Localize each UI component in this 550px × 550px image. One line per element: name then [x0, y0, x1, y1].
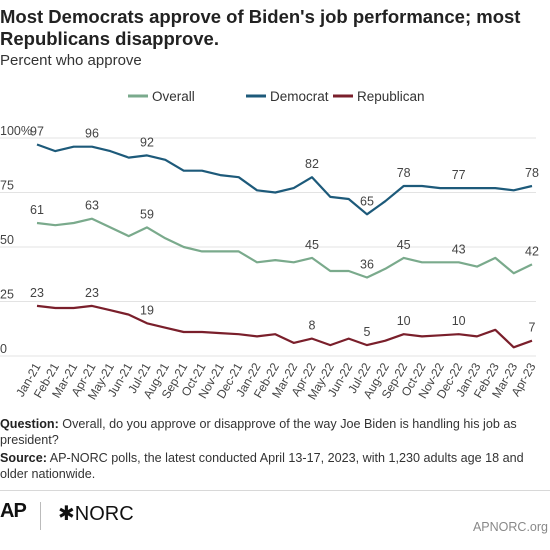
y-tick-label: 100% — [0, 124, 32, 138]
data-label-overall: 63 — [85, 199, 99, 213]
series-line-overall — [36, 217, 533, 279]
data-label-overall: 61 — [30, 203, 44, 217]
data-label-democrat: 78 — [397, 166, 411, 180]
footer-divider — [0, 490, 550, 491]
data-label-republican: 5 — [364, 325, 371, 339]
data-label-democrat: 78 — [525, 166, 539, 180]
chart-title: Most Democrats approve of Biden's job pe… — [0, 6, 521, 49]
question-label: Question: — [0, 417, 59, 431]
data-labels: 61 63 59 45 36 45 43 42 97 96 92 82 65 78 77 78 23 23 19 8 5… — [30, 125, 539, 340]
series-lines — [36, 143, 533, 349]
source-note: Source: AP-NORC polls, the latest conduc… — [0, 450, 540, 482]
data-label-republican: 19 — [140, 303, 154, 317]
data-label-overall: 43 — [452, 242, 466, 256]
question-text: Overall, do you approve or disapprove of… — [0, 417, 517, 447]
question-note: Question: Overall, do you approve or dis… — [0, 416, 540, 448]
source-label: Source: — [0, 451, 47, 465]
data-label-republican: 10 — [397, 314, 411, 328]
data-label-overall: 45 — [397, 238, 411, 252]
legend-label-republican: Republican — [357, 89, 425, 104]
data-label-overall: 45 — [305, 238, 319, 252]
data-label-overall: 42 — [525, 244, 539, 258]
data-label-republican: 8 — [309, 319, 316, 333]
site-link[interactable]: APNORC.org — [472, 520, 548, 534]
data-label-republican: 7 — [529, 321, 536, 335]
source-text: AP-NORC polls, the latest conducted Apri… — [0, 451, 524, 481]
data-label-overall: 36 — [360, 258, 374, 272]
y-axis: 0 25 50 75 100% — [0, 124, 32, 356]
data-label-democrat: 65 — [360, 194, 374, 208]
data-label-democrat: 77 — [452, 168, 466, 182]
x-axis: Jan-21Feb-21Mar-21Apr-21May-21Jun-21Jul-… — [13, 360, 539, 402]
y-tick-label: 50 — [0, 233, 14, 247]
data-label-republican: 23 — [85, 286, 99, 300]
legend-label-overall: Overall — [152, 89, 195, 104]
data-label-republican: 10 — [452, 314, 466, 328]
y-tick-label: 75 — [0, 179, 14, 193]
data-label-democrat: 82 — [305, 157, 319, 171]
y-tick-label: 25 — [0, 288, 14, 302]
data-label-democrat: 92 — [140, 135, 154, 149]
data-label-democrat: 97 — [30, 125, 44, 139]
legend: Overall Democrat Republican — [128, 89, 425, 104]
series-line-republican — [36, 304, 533, 349]
data-label-overall: 59 — [140, 207, 154, 221]
legend-label-democrat: Democrat — [270, 89, 329, 104]
chart-subtitle: Percent who approve — [0, 52, 142, 69]
data-label-democrat: 96 — [85, 127, 99, 141]
logo-separator — [40, 502, 41, 530]
norc-logo: ✱NORC — [58, 503, 134, 525]
ap-logo: AP — [0, 500, 27, 522]
gridlines — [0, 137, 536, 357]
y-tick-label: 0 — [0, 342, 7, 356]
series-line-democrat — [36, 143, 533, 216]
data-label-republican: 23 — [30, 286, 44, 300]
